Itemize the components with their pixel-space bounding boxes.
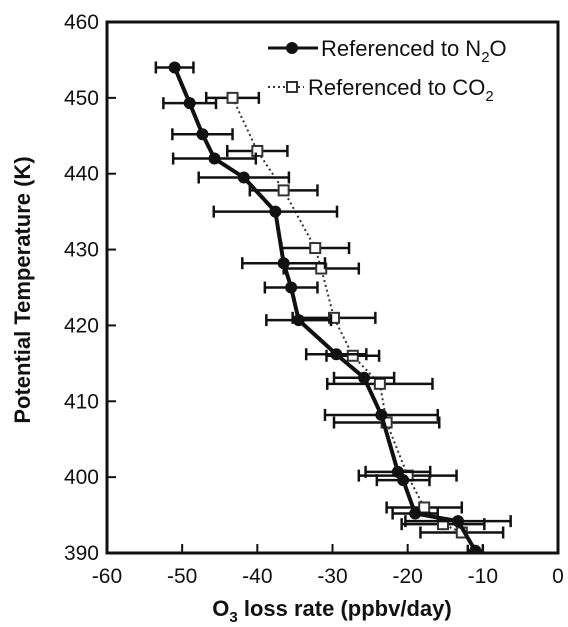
marker-n2o [168,61,181,74]
x-tick-label: -20 [392,565,422,588]
marker-co2 [418,501,431,514]
x-tick-label: -10 [468,565,498,588]
y-tick-label: 390 [64,542,99,565]
marker-n2o [452,515,465,528]
y-tick-label: 400 [64,466,99,489]
marker-n2o [269,205,282,218]
marker-co2 [346,349,359,362]
marker-n2o [409,507,422,520]
marker-co2 [251,144,264,157]
legend-item-n2o: Referenced to N2O [268,36,507,66]
legend-item-co2: Referenced to CO2 [268,75,494,105]
plot-area [154,61,512,553]
marker-n2o [375,408,388,421]
marker-n2o [358,371,371,384]
marker-n2o [292,314,305,327]
y-tick-label: 420 [64,314,99,337]
series-co2 [204,91,505,539]
marker-co2 [373,377,386,390]
y-tick-label: 430 [64,239,99,262]
marker-n2o [237,171,250,184]
marker-n2o [208,152,221,165]
x-tick-label: 0 [552,565,564,588]
x-tick-label: -30 [317,565,347,588]
marker-n2o [397,474,410,487]
y-tick-label: 440 [64,163,99,186]
marker-co2 [226,91,239,104]
x-axis-title: O3 loss rate (ppbv/day) [212,596,451,622]
legend: Referenced to N2O Referenced to CO2 [268,36,507,105]
marker-co2 [309,242,322,255]
x-tick-label: -50 [167,565,197,588]
legend-label-n2o: Referenced to N2O [321,36,507,66]
marker-n2o [469,544,482,553]
y-axis-title: Potential Temperature (K) [10,156,35,423]
x-tick-label: -60 [92,565,122,588]
x-tick-label: -40 [242,565,272,588]
marker-n2o [196,128,209,141]
legend-label-co2: Referenced to CO2 [308,75,494,105]
marker-co2 [277,184,290,197]
y-tick-label: 410 [64,390,99,413]
marker-n2o [330,348,343,361]
y-tick-label: 460 [64,11,99,34]
marker-n2o [277,257,290,270]
series-n2o [154,61,512,553]
marker-n2o [285,281,298,294]
ticks: -60 -50 -40 -30 -20 -10 0 390 400 410 420 430 440 450… [64,11,564,588]
marker-n2o [183,97,196,110]
marker-co2 [328,311,341,324]
y-tick-label: 450 [64,87,99,110]
